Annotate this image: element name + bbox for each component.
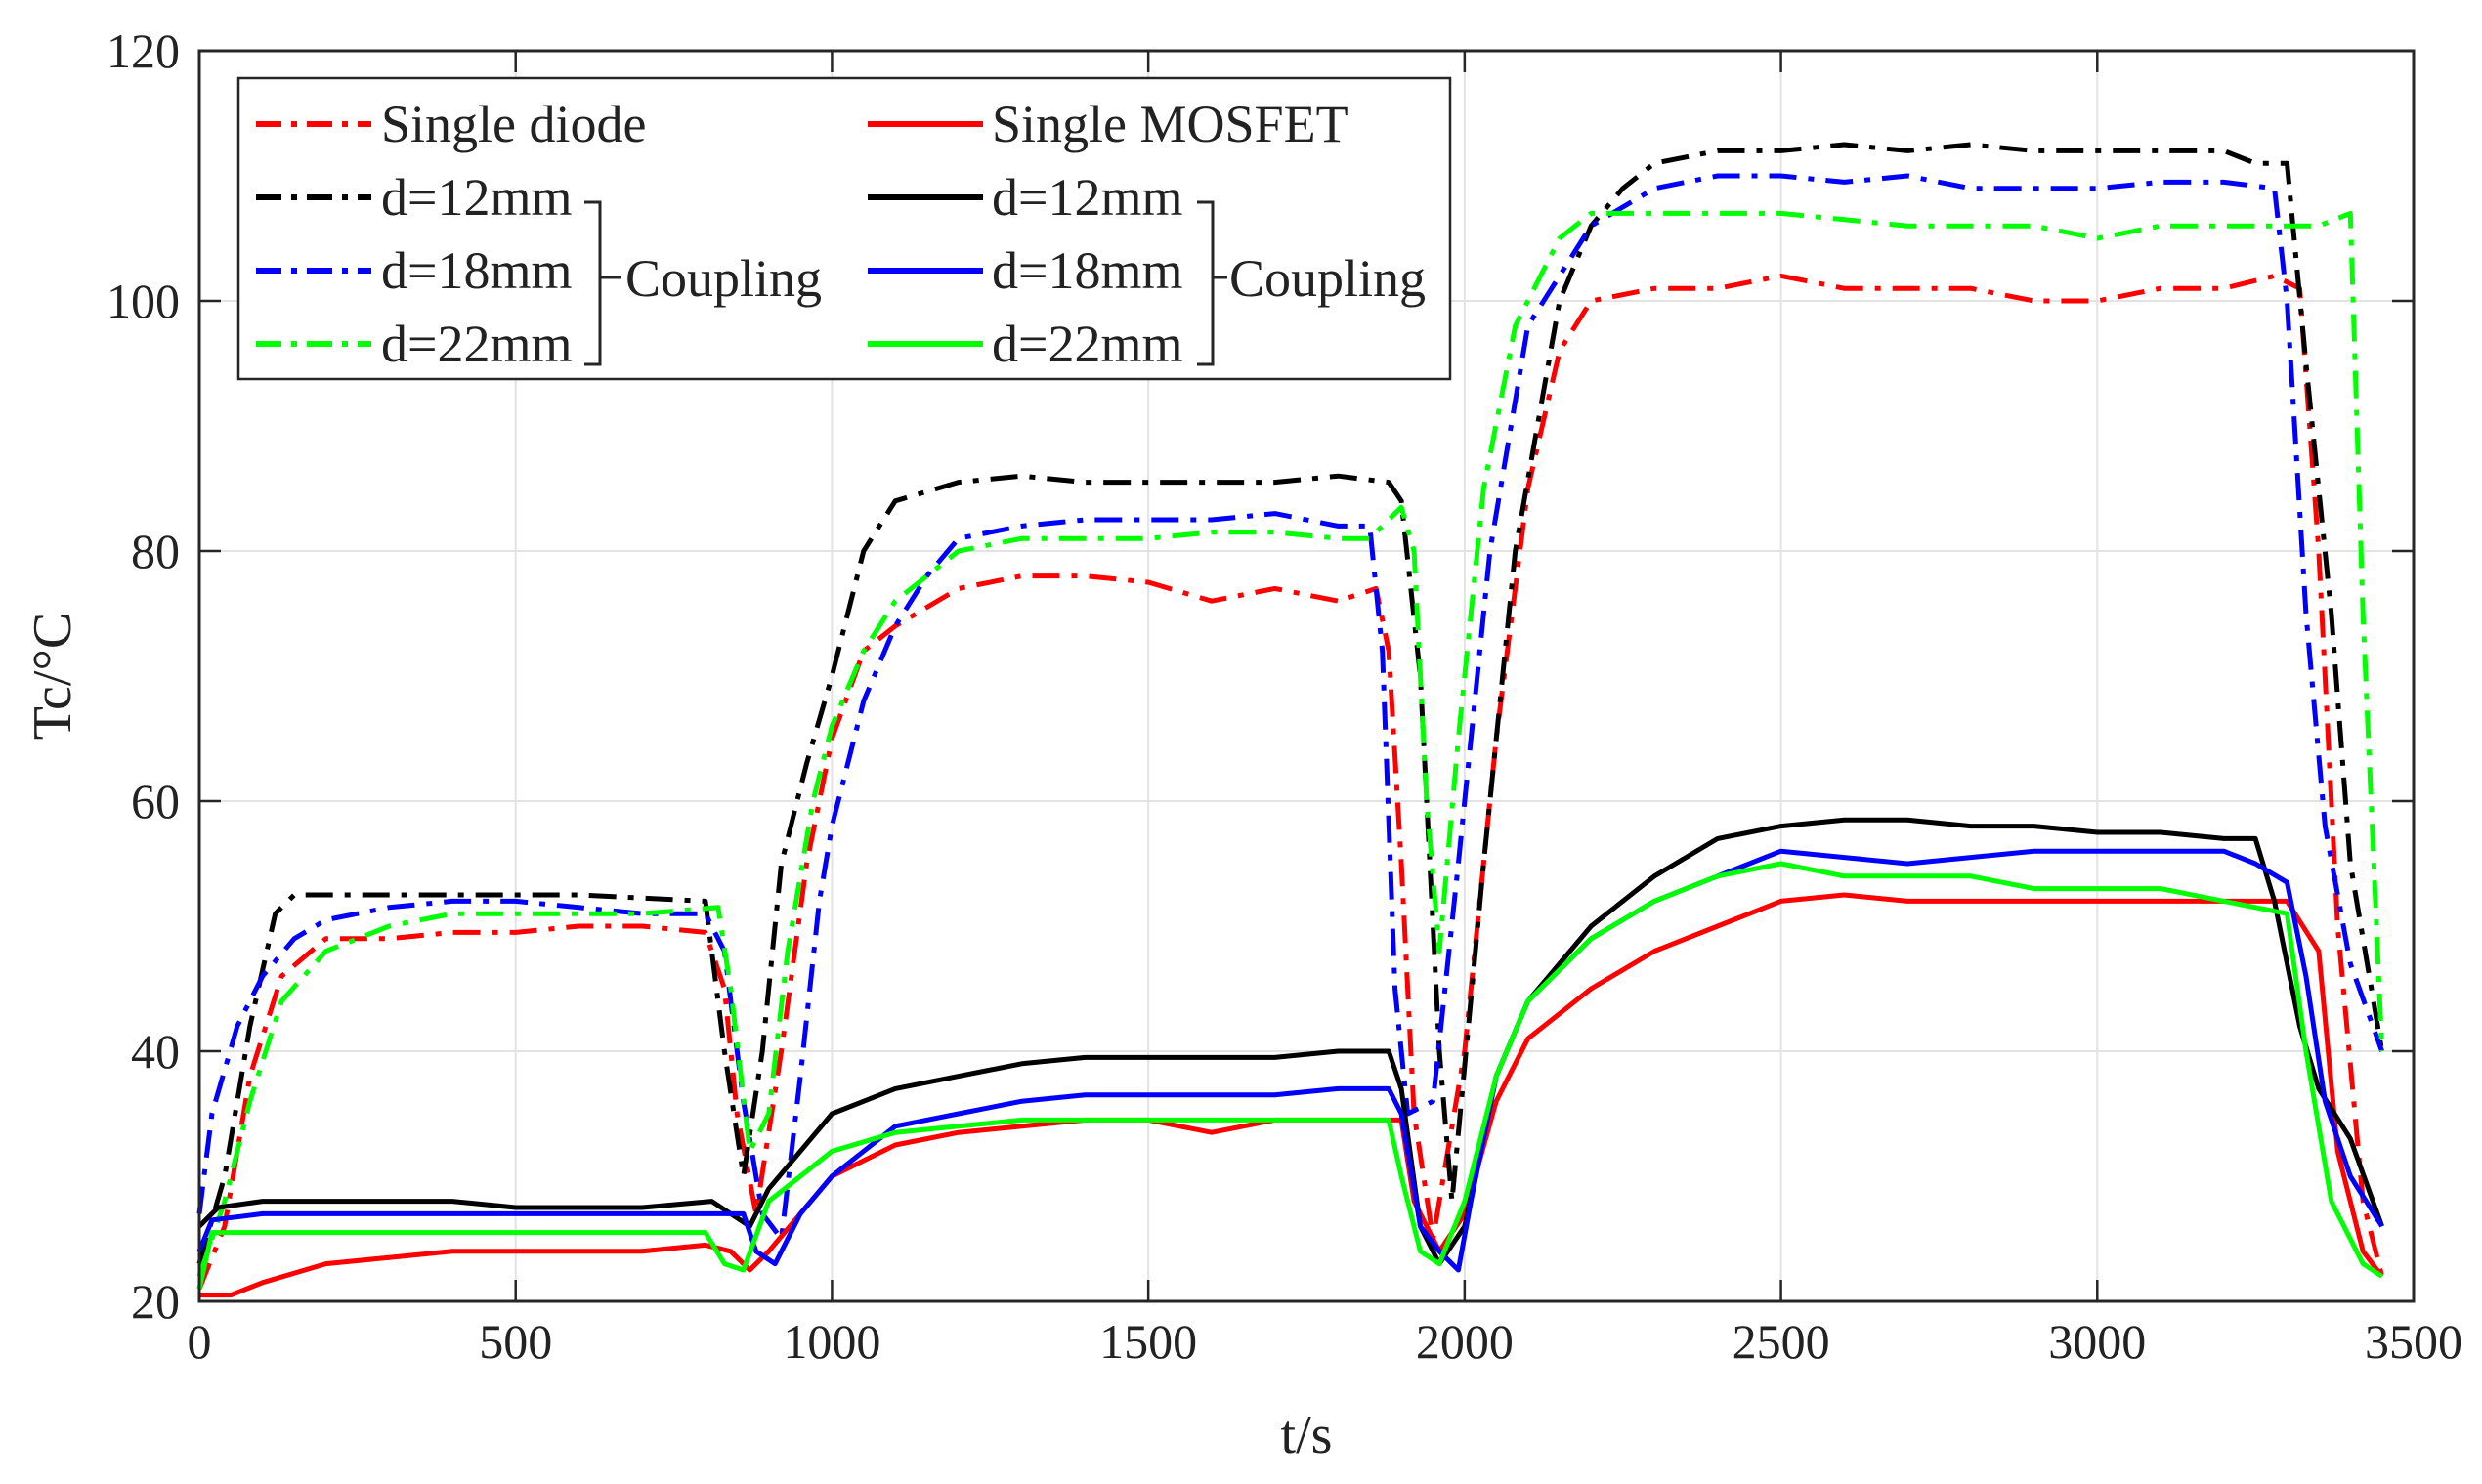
legend-box — [236, 76, 1452, 381]
legend-label-3: d=12mm — [992, 168, 1182, 227]
y-tick-label: 20 — [131, 1274, 180, 1329]
x-tick-label: 1000 — [783, 1314, 880, 1369]
legend-entries: Single diode Single MOSFET d=12mm d=12mm d=1… — [256, 95, 1348, 373]
legend-brace-right — [1197, 200, 1215, 366]
legend-label-0: Single diode — [381, 95, 646, 153]
series-line-0 — [196, 273, 2385, 1291]
series-line-2 — [196, 173, 2384, 1242]
x-tick-label: 2000 — [1416, 1314, 1514, 1369]
series-line-1 — [196, 142, 2385, 1265]
legend-label-6: d=22mm — [381, 315, 572, 373]
legend-label-2: d=12mm — [381, 168, 572, 227]
legend: Single diode Single MOSFET d=12mm d=12mm d=1… — [236, 76, 1452, 381]
legend-label-1: Single MOSFET — [992, 95, 1348, 153]
legend-brace-left — [584, 200, 602, 366]
x-tick-label: 500 — [479, 1314, 552, 1369]
x-tick-label: 1500 — [1099, 1314, 1197, 1369]
legend-label-5: d=18mm — [992, 241, 1182, 300]
axis-ticks: 0 500 1000 1500 2000 2500 3000 3500 20 40 60 80 100 1… — [107, 23, 2462, 1369]
legend-label-7: d=22mm — [992, 315, 1182, 373]
series-layer — [196, 142, 2385, 1298]
y-axis-label: Tc/°C — [22, 613, 83, 740]
legend-coupling-label-left: Coupling — [625, 249, 822, 308]
series-line-5 — [197, 817, 2384, 1267]
y-tick-label: 120 — [107, 23, 180, 78]
plot-area-frame — [197, 49, 2416, 1303]
series-line-3 — [196, 210, 2385, 1278]
x-tick-label: 0 — [188, 1314, 212, 1369]
y-tick-label: 60 — [131, 774, 180, 828]
x-tick-label: 3500 — [2365, 1314, 2462, 1369]
y-tick-label: 100 — [107, 274, 180, 328]
series-line-7 — [196, 861, 2383, 1290]
y-tick-label: 80 — [131, 524, 180, 578]
legend-coupling-label-right: Coupling — [1229, 249, 1426, 308]
x-axis-label: t/s — [1281, 1405, 1333, 1465]
legend-label-4: d=18mm — [381, 241, 572, 300]
series-line-6 — [196, 848, 2384, 1273]
x-tick-label: 3000 — [2048, 1314, 2146, 1369]
y-tick-label: 40 — [131, 1024, 180, 1079]
x-tick-label: 2500 — [1733, 1314, 1830, 1369]
